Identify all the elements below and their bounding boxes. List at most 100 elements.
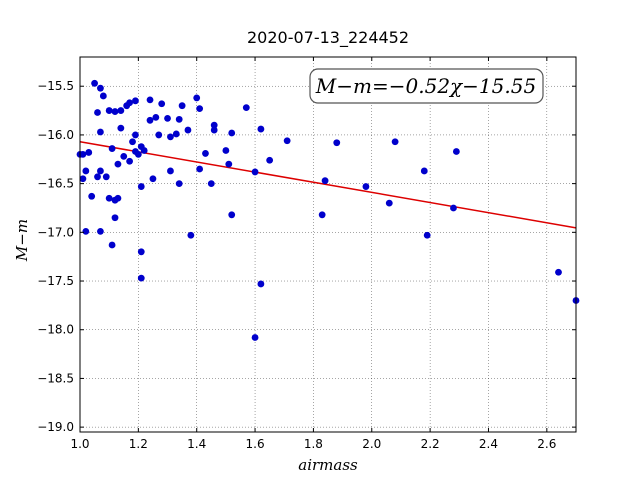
data-point xyxy=(108,145,116,152)
data-point xyxy=(82,227,90,235)
data-point xyxy=(126,157,133,165)
data-point xyxy=(114,194,122,202)
y-tick-label: −18.0 xyxy=(37,323,74,337)
data-point xyxy=(178,102,186,110)
axis-ticks: 1.0 1.2 1.4 1.6 1.8 2.0 2.2 2.4 2.6 −15.5 −16.0 −16… xyxy=(37,57,576,451)
x-tick-label: 2.0 xyxy=(362,437,381,451)
data-point xyxy=(164,114,171,122)
data-point xyxy=(137,248,145,256)
x-tick-label: 1.4 xyxy=(187,437,206,451)
data-point xyxy=(88,192,96,200)
data-point xyxy=(129,138,136,146)
data-point xyxy=(149,175,157,183)
y-tick-label: −16.5 xyxy=(37,177,74,191)
equation-box: M−m=−0.52χ−15.55 xyxy=(309,68,544,104)
data-point xyxy=(420,167,428,175)
data-point xyxy=(184,126,192,134)
data-point xyxy=(97,84,104,92)
y-tick-label: −18.5 xyxy=(37,371,74,385)
data-point xyxy=(91,79,98,87)
data-point xyxy=(385,199,393,207)
data-point xyxy=(146,96,154,104)
data-point xyxy=(362,183,370,190)
data-point xyxy=(266,156,274,164)
x-tick-label: 2.6 xyxy=(537,437,556,451)
data-point xyxy=(140,147,148,154)
data-point xyxy=(196,165,204,173)
data-point xyxy=(152,113,160,121)
data-point xyxy=(187,231,195,239)
data-point xyxy=(210,121,218,129)
x-tick-label: 1.8 xyxy=(304,437,323,451)
data-point xyxy=(126,99,133,107)
data-point xyxy=(85,149,93,156)
data-point xyxy=(167,167,174,175)
data-point xyxy=(228,211,236,219)
data-point xyxy=(452,148,460,155)
data-points xyxy=(76,79,580,341)
data-point xyxy=(251,334,259,341)
data-point xyxy=(99,92,107,100)
data-point xyxy=(228,129,236,137)
data-point xyxy=(97,128,104,136)
data-point xyxy=(283,137,291,145)
data-point xyxy=(79,151,87,158)
data-point xyxy=(207,180,215,188)
y-tick-label: −19.0 xyxy=(37,420,74,434)
chart-title: 2020-07-13_224452 xyxy=(247,28,409,48)
equation-box-border xyxy=(309,68,544,104)
data-point xyxy=(137,183,145,190)
data-point xyxy=(167,133,174,141)
data-point xyxy=(94,173,101,181)
data-point xyxy=(82,167,90,175)
equation-text: M−m=−0.52χ−15.55 xyxy=(315,74,536,98)
data-point xyxy=(391,138,399,146)
data-point xyxy=(202,150,209,157)
y-tick-label: −16.0 xyxy=(37,128,74,142)
data-point xyxy=(155,131,163,139)
data-point xyxy=(210,126,218,134)
data-point xyxy=(251,168,259,176)
data-point xyxy=(450,204,457,212)
data-point xyxy=(172,130,180,138)
data-point xyxy=(321,177,329,185)
data-point xyxy=(117,107,125,114)
data-point xyxy=(97,167,104,175)
y-tick-label: −17.5 xyxy=(37,274,74,288)
x-tick-label: 2.2 xyxy=(421,437,440,451)
fit-line xyxy=(79,141,577,229)
data-point xyxy=(132,97,139,105)
data-point xyxy=(193,94,201,102)
data-point xyxy=(146,116,154,124)
data-point xyxy=(102,173,110,181)
y-axis-label: M−m xyxy=(13,219,31,262)
data-point xyxy=(120,152,128,160)
y-tick-label: −15.5 xyxy=(37,79,74,93)
data-point xyxy=(225,160,233,168)
data-point xyxy=(333,139,341,147)
data-point xyxy=(137,274,145,282)
data-point xyxy=(105,194,113,202)
fit-line-group xyxy=(79,141,577,229)
x-tick-label: 1.6 xyxy=(246,437,265,451)
data-point xyxy=(555,268,562,276)
x-tick-label: 2.4 xyxy=(479,437,498,451)
data-point xyxy=(108,241,116,249)
data-point xyxy=(114,160,122,168)
data-point xyxy=(111,108,119,115)
data-point xyxy=(134,151,142,158)
data-point xyxy=(94,109,101,116)
data-point xyxy=(175,180,183,188)
data-point xyxy=(111,214,119,222)
data-point xyxy=(257,125,265,133)
data-point xyxy=(97,227,104,235)
data-point xyxy=(318,211,326,219)
x-axis-label: airmass xyxy=(298,456,358,474)
data-point xyxy=(196,105,204,113)
data-point xyxy=(79,175,87,183)
data-point xyxy=(257,280,265,288)
data-point xyxy=(423,231,431,239)
data-point xyxy=(222,147,230,154)
data-point xyxy=(132,131,139,139)
